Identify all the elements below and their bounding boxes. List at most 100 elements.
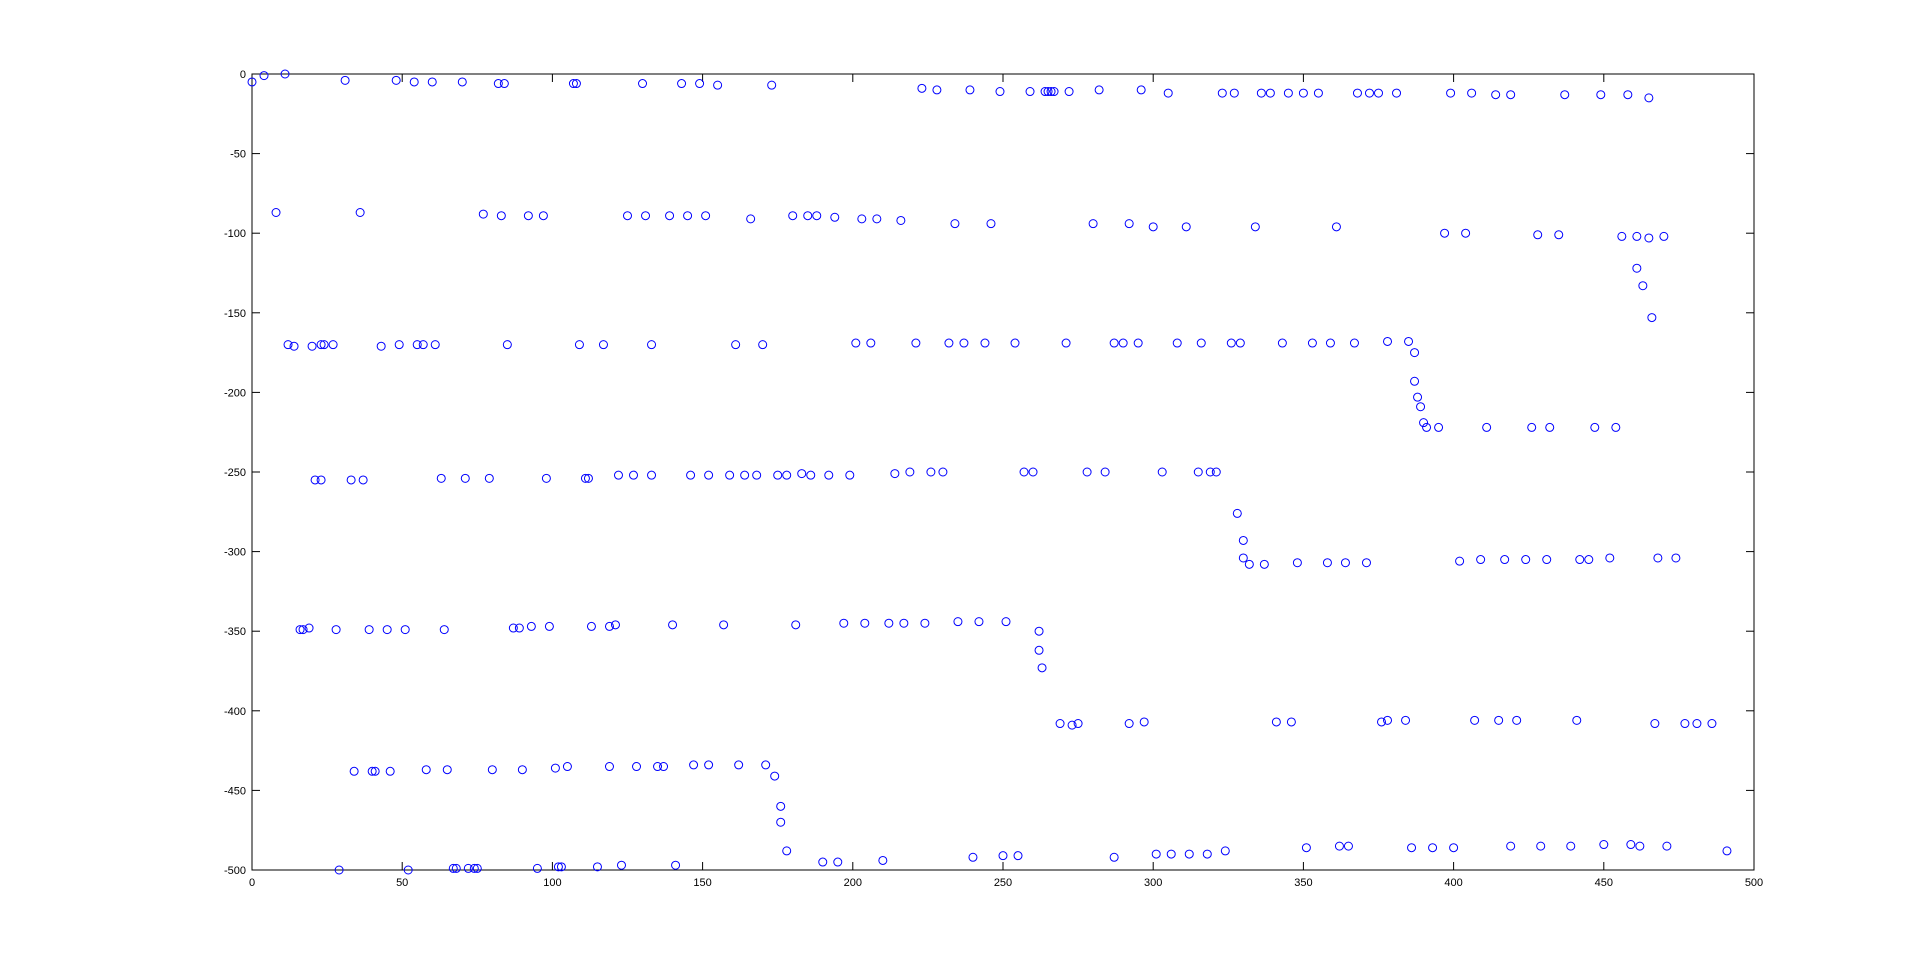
data-point [367, 766, 377, 776]
data-point [1377, 717, 1387, 727]
data-point [950, 219, 960, 229]
data-point [508, 623, 518, 633]
data-point [1301, 843, 1311, 853]
data-point [1352, 88, 1362, 98]
data-point [1692, 719, 1702, 729]
data-point [1088, 219, 1098, 229]
data-point [382, 625, 392, 635]
data-point [761, 760, 771, 770]
data-point [689, 760, 699, 770]
data-point [247, 77, 257, 87]
data-point [866, 338, 876, 348]
data-point [394, 340, 404, 350]
data-point [1632, 263, 1642, 273]
y-tick-label: -300 [224, 547, 246, 559]
data-point [740, 470, 750, 480]
data-point [1428, 843, 1438, 853]
x-tick-label: 200 [844, 877, 862, 889]
x-tick-label: 500 [1745, 877, 1763, 889]
data-point [818, 857, 828, 867]
data-point [349, 766, 359, 776]
data-point [1166, 849, 1176, 859]
data-point [1416, 402, 1426, 412]
data-point [704, 760, 714, 770]
data-point [1013, 851, 1023, 861]
data-point [1244, 559, 1254, 569]
data-point [953, 617, 963, 627]
data-point [328, 340, 338, 350]
data-point [884, 618, 894, 628]
data-point [647, 470, 657, 480]
y-tick-label: -350 [224, 626, 246, 638]
data-point [917, 83, 927, 93]
data-point [1073, 719, 1083, 729]
data-point [1527, 422, 1537, 432]
data-point [1662, 841, 1672, 851]
data-point [944, 338, 954, 348]
data-point [974, 617, 984, 627]
data-point [1139, 717, 1149, 727]
data-point [421, 765, 431, 775]
data-point [457, 77, 467, 87]
data-point [665, 211, 675, 221]
data-point [478, 209, 488, 219]
y-tick-label: -50 [230, 149, 246, 161]
data-point [1148, 222, 1158, 232]
y-tick-label: 0 [240, 69, 246, 81]
data-point [1040, 87, 1050, 97]
data-point [1383, 336, 1393, 346]
data-point [496, 211, 506, 221]
data-point [298, 625, 308, 635]
data-point [1590, 422, 1600, 432]
data-point [544, 621, 554, 631]
data-point [316, 475, 326, 485]
data-point [1094, 85, 1104, 95]
data-point [632, 762, 642, 772]
data-point [1440, 228, 1450, 238]
data-point [307, 341, 317, 351]
data-point [959, 338, 969, 348]
data-point [1560, 90, 1570, 100]
data-point [289, 341, 299, 351]
data-point [319, 340, 329, 350]
data-point [1434, 422, 1444, 432]
data-point [1322, 558, 1332, 568]
data-point [403, 865, 413, 875]
data-point [812, 211, 822, 221]
data-point [1151, 849, 1161, 859]
data-point [463, 863, 473, 873]
data-point [487, 765, 497, 775]
data-point [1082, 467, 1092, 477]
data-point [788, 211, 798, 221]
data-point [1596, 90, 1606, 100]
data-point [499, 79, 509, 89]
data-point [713, 80, 723, 90]
data-point [613, 470, 623, 480]
data-point [442, 765, 452, 775]
data-point [1109, 338, 1119, 348]
data-point [493, 79, 503, 89]
data-point [1500, 555, 1510, 565]
data-point [965, 85, 975, 95]
data-point [1100, 467, 1110, 477]
data-point [1512, 715, 1522, 725]
data-point [514, 623, 524, 633]
data-point [1331, 222, 1341, 232]
data-point [412, 340, 422, 350]
data-point [1617, 231, 1627, 241]
data-point [484, 473, 494, 483]
data-point [926, 467, 936, 477]
x-tick-label: 100 [543, 877, 561, 889]
data-point [418, 340, 428, 350]
data-point [550, 763, 560, 773]
data-point [1109, 852, 1119, 862]
data-point [932, 85, 942, 95]
data-point [1626, 840, 1636, 850]
data-point [1271, 717, 1281, 727]
data-point [845, 470, 855, 480]
data-point [1220, 846, 1230, 856]
data-point [890, 469, 900, 479]
data-point [610, 620, 620, 630]
data-point [1229, 88, 1239, 98]
data-point [1010, 338, 1020, 348]
